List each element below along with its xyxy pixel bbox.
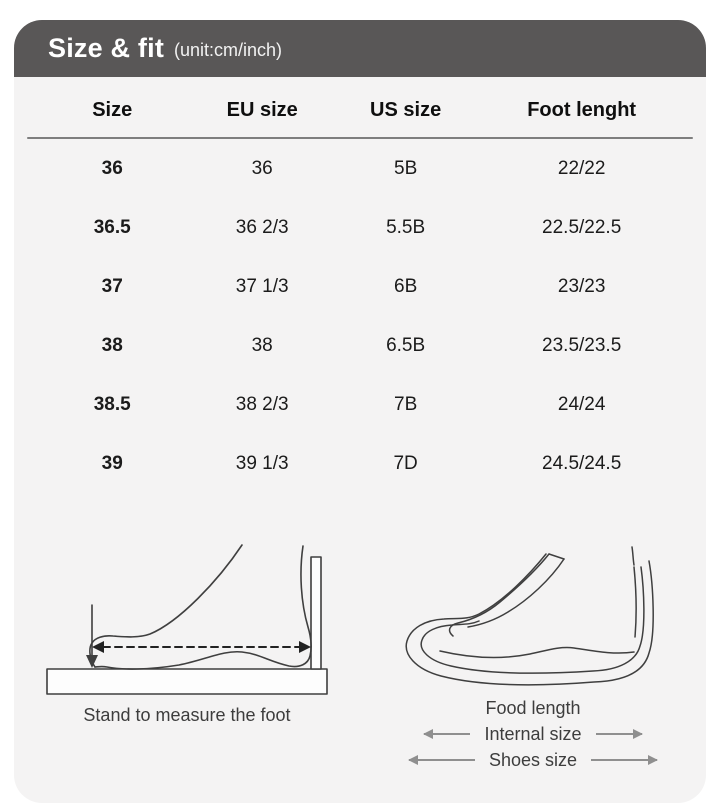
internal-size-label: Internal size: [484, 723, 582, 744]
cell-us-size: 6.5B: [386, 334, 426, 356]
measure-wall: [310, 556, 322, 670]
card-header: Size & fit (unit:cm/inch): [14, 20, 706, 77]
cell-us-size: 7B: [394, 393, 418, 415]
cell-eu-size: 37 1/3: [235, 275, 289, 297]
foot-heel-line: [633, 566, 637, 638]
foot-outline-front: [89, 544, 243, 668]
shoes-size-label: Shoes size: [488, 749, 578, 770]
cell-us-size: 5.5B: [386, 216, 426, 238]
ankle-stub-line: [631, 546, 635, 566]
column-header-us-size: US size: [370, 98, 442, 121]
leg-cut-line: [548, 553, 565, 560]
cell-size: 38: [101, 334, 123, 356]
column-header-eu-size: EU size: [226, 98, 298, 121]
cell-foot-length: 23.5/23.5: [542, 334, 622, 356]
cell-size: 37: [101, 275, 123, 297]
shoe-illustration: [405, 546, 654, 686]
dashed-arrowhead-right: [299, 641, 311, 653]
measure-caption: Stand to measure the foot: [83, 705, 291, 725]
dashed-arrowhead-left: [92, 641, 104, 653]
cell-us-size: 5B: [394, 157, 418, 179]
foot-back-edge: [467, 558, 565, 628]
cell-foot-length: 22.5/22.5: [542, 216, 622, 238]
insole-line: [439, 646, 635, 659]
table-row: 36 36 5B 22/22: [14, 139, 706, 198]
size-table: Size EU size US size Foot lenght 36 36 5…: [14, 77, 706, 493]
shoe-size-figure: Food length Internal size Shoes size: [360, 543, 706, 773]
cell-foot-length: 24/24: [557, 393, 606, 415]
internal-size-left-arrow-icon: [423, 729, 471, 739]
cell-size: 36.5: [93, 216, 131, 238]
shoe-caption: Food length: [485, 697, 581, 718]
cell-foot-length: 22/22: [557, 157, 606, 179]
cell-eu-size: 39 1/3: [235, 452, 289, 474]
internal-size-right-arrow-icon: [595, 729, 643, 739]
shoe-outer-outline: [405, 553, 654, 686]
cell-eu-size: 38 2/3: [235, 393, 289, 415]
foot-front-edge: [448, 553, 550, 637]
cell-size: 36: [101, 157, 123, 179]
table-row: 39 39 1/3 7D 24.5/24.5: [14, 434, 706, 493]
table-row: 38 38 6.5B 23.5/23.5: [14, 316, 706, 375]
size-fit-card: Size & fit (unit:cm/inch) Size EU size U…: [14, 20, 706, 803]
foot-outline-back: [94, 545, 312, 670]
cell-foot-length: 24.5/24.5: [542, 452, 622, 474]
cell-eu-size: 36: [251, 157, 273, 179]
shoes-size-left-arrow-icon: [407, 755, 475, 765]
table-row: 37 37 1/3 6B 23/23: [14, 257, 706, 316]
cell-us-size: 7D: [393, 452, 418, 474]
cell-size: 38.5: [93, 393, 131, 415]
table-header-row: Size EU size US size Foot lenght: [14, 77, 706, 137]
cell-eu-size: 38: [251, 334, 273, 356]
shoes-size-right-arrow-icon: [591, 755, 659, 765]
cell-foot-length: 23/23: [557, 275, 606, 297]
column-header-foot-length: Foot lenght: [527, 98, 637, 121]
table-row: 38.5 38 2/3 7B 24/24: [14, 375, 706, 434]
toe-down-arrowhead: [86, 655, 98, 668]
table-row: 36.5 36 2/3 5.5B 22.5/22.5: [14, 198, 706, 257]
internal-size-row: Internal size: [423, 721, 643, 747]
foot-measure-illustration: [46, 544, 328, 695]
column-header-size: Size: [92, 98, 133, 121]
foot-measure-figure: Stand to measure the foot: [14, 543, 360, 773]
figures-section: Stand to measure the foot: [14, 543, 706, 773]
shoe-inner-outline: [420, 566, 645, 674]
header-separator-line: [27, 137, 693, 139]
cell-eu-size: 36 2/3: [235, 216, 289, 238]
cell-us-size: 6B: [394, 275, 418, 297]
shoes-size-row: Shoes size: [407, 747, 659, 773]
cell-size: 39: [101, 452, 123, 474]
card-title: Size & fit: [48, 33, 165, 63]
shoe-caption-row: Food length: [485, 695, 580, 721]
unit-note: (unit:cm/inch): [174, 39, 283, 60]
measure-board: [46, 668, 328, 695]
